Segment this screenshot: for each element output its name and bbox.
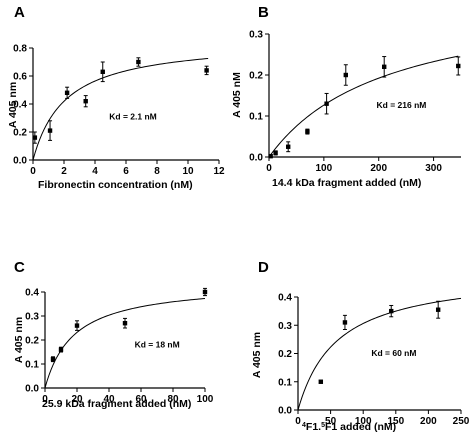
data-point — [382, 64, 387, 69]
panel-letter: D — [258, 259, 269, 276]
data-point — [273, 150, 278, 156]
x-tick-label: 40 — [103, 394, 115, 405]
x-tick-label: 200 — [370, 163, 387, 174]
x-tick-label: 150 — [387, 416, 404, 427]
y-tick-label: 0.2 — [13, 128, 27, 139]
x-tick-label: 100 — [316, 163, 333, 174]
y-tick-label: 0.4 — [278, 293, 292, 304]
data-point — [324, 101, 329, 106]
data-point — [83, 99, 88, 104]
y-axis-title: A 405 nM — [231, 72, 243, 118]
y-axis-title: A 405 nm — [13, 317, 25, 363]
y-tick-label: 0.4 — [13, 100, 27, 111]
y-tick-label: 0.4 — [25, 288, 39, 299]
data-point — [50, 357, 56, 362]
x-axis-title: 4F1.5F1 added (nM) — [302, 421, 396, 433]
y-tick-label: 0.1 — [25, 360, 39, 371]
data-point — [136, 59, 141, 65]
data-point — [318, 379, 324, 384]
panel-letter: C — [14, 259, 25, 276]
fit-curve — [297, 297, 462, 411]
x-tick-label: 250 — [453, 416, 470, 427]
x-tick-label: 100 — [197, 394, 214, 405]
x-tick-label: 0 — [266, 163, 272, 174]
x-tick-label: 10 — [182, 166, 194, 177]
y-tick-label: 0.1 — [278, 377, 292, 388]
y-tick-label: 0.2 — [25, 336, 39, 347]
chart-panel-b: B 0 100 200 300 0.0 0.1 0.2 0.3 A 405 nM 14.4 kDa … — [231, 4, 461, 189]
x-tick-label: 0 — [42, 394, 48, 405]
data-point — [47, 128, 53, 133]
x-tick-label: 100 — [355, 416, 372, 427]
y-tick-label: 0.0 — [249, 153, 263, 164]
y-tick-label: 0.3 — [25, 312, 39, 323]
data-point — [32, 135, 38, 140]
data-point — [74, 323, 80, 328]
y-axis-title: A 405 nm — [251, 332, 263, 378]
data-point — [122, 321, 128, 326]
x-tick-label: 12 — [213, 166, 225, 177]
x-axis-title: 14.4 kDa fragment added (nM) — [272, 177, 421, 189]
fit-curve — [44, 298, 206, 389]
panel-letter: B — [258, 4, 269, 21]
y-tick-label: 0.3 — [249, 30, 263, 41]
x-tick-label: 4 — [92, 166, 98, 177]
x-tick-label: 2 — [61, 166, 67, 177]
data-point — [268, 153, 273, 159]
fit-curve — [32, 57, 209, 161]
kd-annotation: Kd = 216 nM — [377, 100, 427, 110]
y-tick-label: 0.2 — [249, 71, 263, 82]
kd-annotation: Kd = 18 nM — [135, 340, 180, 350]
x-tick-label: 300 — [425, 163, 442, 174]
x-tick-label: 8 — [154, 166, 160, 177]
x-tick-label: 0 — [295, 416, 301, 427]
x-axis-title: 25.9 kDa fragment added (nM) — [42, 398, 191, 410]
data-point — [202, 289, 208, 295]
x-tick-label: 6 — [123, 166, 129, 177]
data-point — [100, 69, 105, 74]
x-tick-label: 60 — [135, 394, 147, 405]
y-tick-label: 0.1 — [249, 112, 263, 123]
data-point — [286, 144, 291, 149]
y-axis-title: A 405 nm — [7, 82, 19, 128]
chart-panel-d: D 0 50 100 150 200 250 0.0 0.1 0.2 0.3 0.4 A 405 nm 4… — [251, 259, 470, 433]
data-point — [435, 307, 441, 312]
y-tick-label: 0.0 — [25, 384, 39, 395]
data-point — [456, 63, 461, 69]
data-point — [64, 90, 70, 95]
y-tick-label: 0.6 — [13, 72, 27, 83]
chart-panel-a: A 0 2 4 6 8 10 12 0.0 0.2 0.4 0.6 0.8 A 405 nm Fibrone… — [7, 4, 225, 191]
y-tick-label: 0.2 — [278, 349, 292, 360]
data-point — [343, 72, 348, 78]
y-tick-label: 0.0 — [13, 156, 27, 167]
fit-curve — [268, 55, 459, 158]
x-axis-title: Fibronectin concentration (nM) — [38, 179, 193, 191]
x-tick-label: 0 — [30, 166, 36, 177]
x-tick-label: 80 — [167, 394, 179, 405]
panel-letter: A — [14, 4, 25, 21]
y-tick-label: 0.0 — [278, 406, 292, 417]
kd-annotation: Kd = 2.1 nM — [109, 112, 156, 122]
data-point — [58, 347, 64, 352]
chart-panel-c: C 0 20 40 60 80 100 0.0 0.1 0.2 0.3 0.4 A 405 nm 25.9… — [13, 259, 214, 410]
y-tick-label: 0.3 — [278, 321, 292, 332]
data-point — [389, 308, 394, 314]
data-point — [342, 320, 348, 325]
kd-annotation: Kd = 60 nM — [371, 348, 416, 358]
x-tick-label: 20 — [71, 394, 83, 405]
data-point — [305, 129, 310, 134]
x-tick-label: 50 — [325, 416, 337, 427]
data-point — [204, 68, 209, 73]
y-tick-label: 0.8 — [13, 44, 27, 55]
x-tick-label: 200 — [420, 416, 437, 427]
